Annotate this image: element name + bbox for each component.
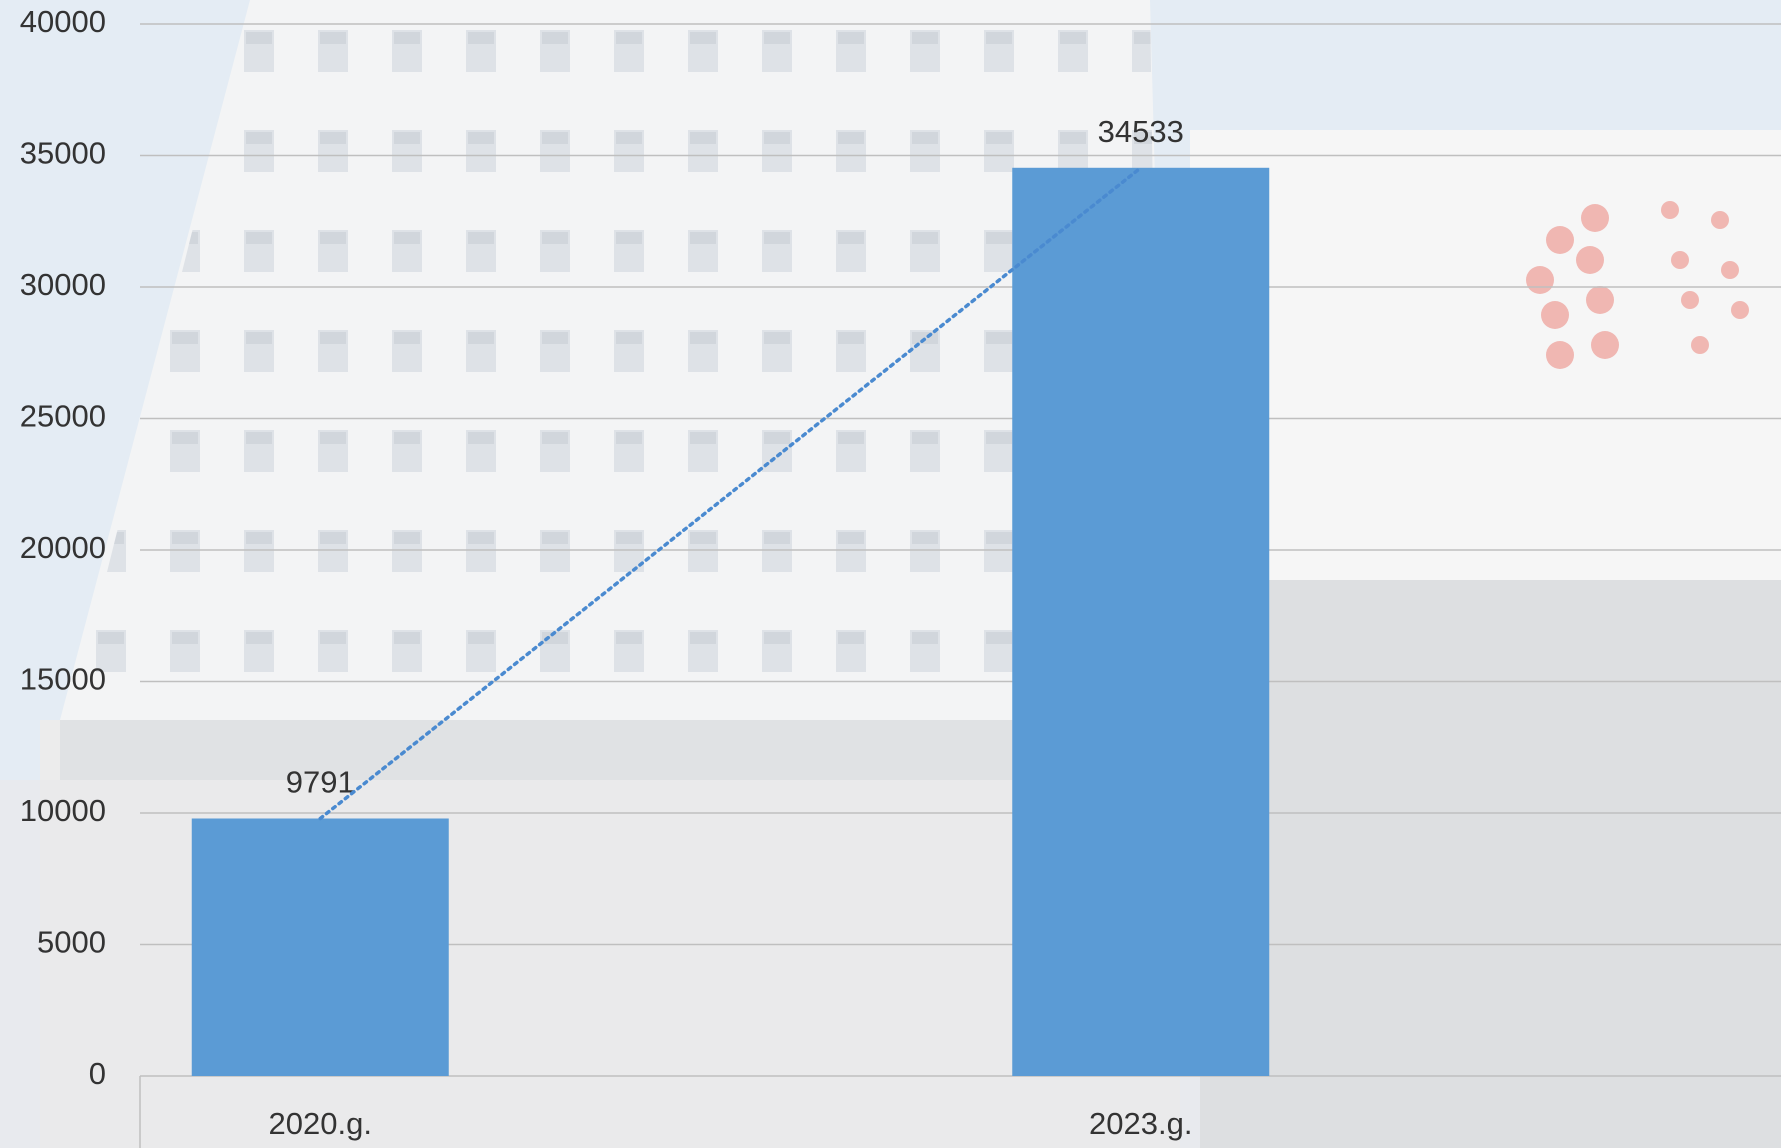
y-tick-label: 10000: [20, 793, 106, 828]
y-tick-label: 40000: [20, 4, 106, 39]
y-tick-label: 15000: [20, 662, 106, 697]
page: 0 5000 10000 15000 20000 25000 30000 35000 40000…: [0, 0, 1781, 1148]
bar: [192, 818, 449, 1076]
y-tick-label: 35000: [20, 136, 106, 171]
chart: 0 5000 10000 15000 20000 25000 30000 35000 40000…: [0, 0, 1781, 1148]
x-tick-label: 2020.g.: [269, 1106, 372, 1141]
data-label: 34533: [1098, 114, 1184, 149]
x-tick-label: 2023.g.: [1089, 1106, 1192, 1141]
data-label: 9791: [286, 765, 355, 800]
y-tick-label: 25000: [20, 399, 106, 434]
y-tick-label: 5000: [37, 925, 106, 960]
y-tick-label: 0: [89, 1056, 106, 1091]
y-tick-label: 20000: [20, 530, 106, 565]
bar: [1012, 168, 1269, 1076]
y-tick-label: 30000: [20, 267, 106, 302]
